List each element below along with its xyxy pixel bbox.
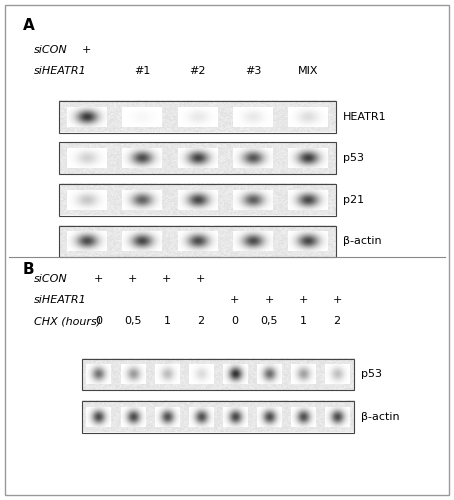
Text: +: + [332, 295, 342, 305]
Text: +: + [196, 274, 206, 284]
Text: +: + [230, 295, 240, 305]
Text: 0,5: 0,5 [260, 316, 278, 326]
Text: 2: 2 [334, 316, 340, 326]
Text: +: + [298, 295, 308, 305]
Text: +: + [162, 274, 172, 284]
Text: β-actin: β-actin [343, 236, 381, 246]
Text: p21: p21 [343, 195, 364, 205]
Text: β-actin: β-actin [361, 412, 400, 422]
Text: +: + [264, 295, 274, 305]
Text: #3: #3 [245, 66, 261, 76]
Text: +: + [94, 274, 104, 284]
Text: siHEATR1: siHEATR1 [34, 66, 87, 76]
Text: HEATR1: HEATR1 [343, 112, 386, 122]
Text: #2: #2 [189, 66, 206, 76]
Text: p53: p53 [343, 153, 364, 163]
Text: +: + [82, 45, 91, 55]
Text: #1: #1 [134, 66, 150, 76]
Text: 0: 0 [232, 316, 238, 326]
Text: B: B [23, 262, 35, 278]
Text: +: + [128, 274, 138, 284]
Text: CHX (hours): CHX (hours) [34, 316, 101, 326]
Text: siHEATR1: siHEATR1 [34, 295, 87, 305]
Text: 1: 1 [163, 316, 170, 326]
Text: MIX: MIX [298, 66, 319, 76]
Text: 0: 0 [95, 316, 102, 326]
Text: p53: p53 [361, 369, 382, 379]
Text: 0,5: 0,5 [124, 316, 142, 326]
Text: 1: 1 [300, 316, 306, 326]
Text: siCON: siCON [34, 45, 68, 55]
Text: A: A [23, 18, 35, 32]
Text: siCON: siCON [34, 274, 68, 284]
Text: 2: 2 [197, 316, 204, 326]
